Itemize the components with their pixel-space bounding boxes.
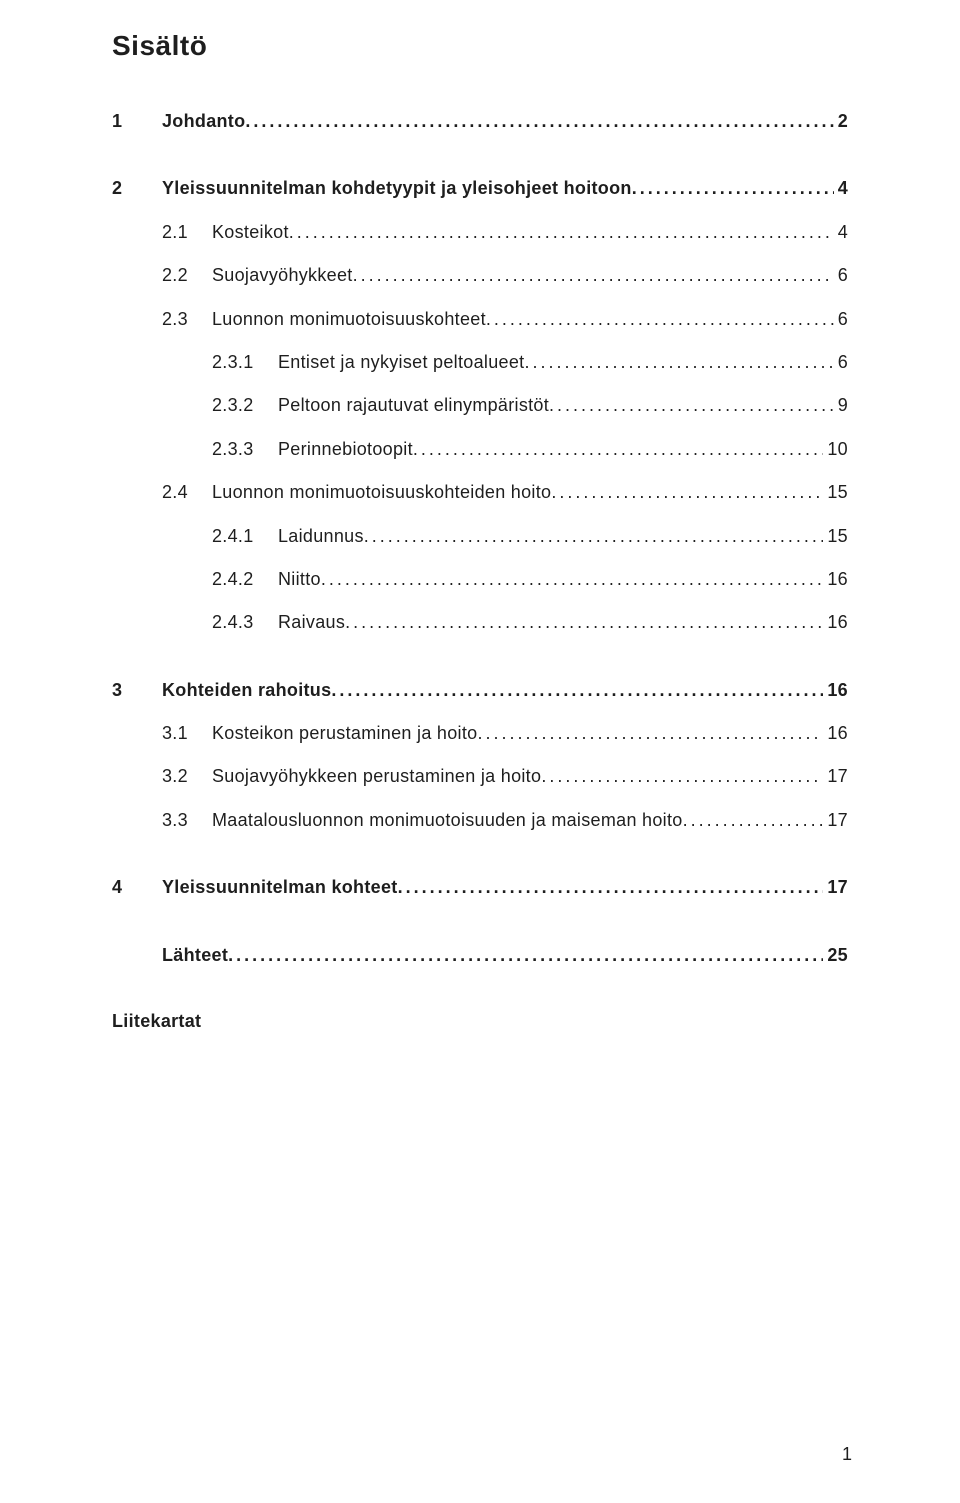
toc-entry-number: 3.2 <box>162 765 212 788</box>
toc-entry-number: 2.3.1 <box>212 351 278 374</box>
toc-entry-page: 6 <box>834 308 848 331</box>
toc-entry-label: Luonnon monimuotoisuuskohteet <box>212 308 486 331</box>
toc-entry-label: Laidunnus <box>278 525 364 548</box>
toc-entry-label: Maatalousluonnon monimuotoisuuden ja mai… <box>212 809 683 832</box>
toc-title: Sisältö <box>112 30 848 62</box>
toc-entry-page: 15 <box>823 481 848 504</box>
page: Sisältö 1Johdanto22Yleissuunnitelman koh… <box>0 0 960 1503</box>
toc-row: 2.3.1Entiset ja nykyiset peltoalueet 6 <box>212 351 848 374</box>
toc-container: 1Johdanto22Yleissuunnitelman kohdetyypit… <box>112 110 848 1032</box>
toc-entry-number: 2.1 <box>162 221 212 244</box>
toc-entry-number: 2.2 <box>162 264 212 287</box>
toc-entry-number: 2.3.2 <box>212 394 278 417</box>
toc-entry-page: 16 <box>823 568 848 591</box>
toc-entry-number: 2.4.2 <box>212 568 278 591</box>
toc-leader <box>541 765 823 788</box>
toc-leader <box>331 679 823 702</box>
toc-entry-label: Suojavyöhykkeen perustaminen ja hoito <box>212 765 541 788</box>
toc-leader <box>549 394 834 417</box>
toc-leader <box>477 722 823 745</box>
toc-row: 2.4.1Laidunnus 15 <box>212 525 848 548</box>
toc-leader <box>398 876 824 899</box>
toc-entry-page: 2 <box>834 110 848 133</box>
toc-entry-page: 16 <box>823 722 848 745</box>
toc-leader <box>245 110 833 133</box>
toc-entry-number: 4 <box>112 876 162 899</box>
toc-leader <box>289 221 834 244</box>
toc-row: 2Yleissuunnitelman kohdetyypit ja yleiso… <box>112 177 848 200</box>
toc-entry-page: 16 <box>823 679 848 702</box>
toc-entry-label: Johdanto <box>162 110 245 133</box>
toc-leader <box>486 308 834 331</box>
toc-entry-page: 16 <box>823 611 848 634</box>
toc-entry-number: 2.4.1 <box>212 525 278 548</box>
toc-row: 4Yleissuunnitelman kohteet 17 <box>112 876 848 899</box>
toc-entry-number: 2.4 <box>162 481 212 504</box>
toc-entry-page: 25 <box>823 944 848 967</box>
toc-entry-label: Kosteikot <box>212 221 289 244</box>
toc-row: 1Johdanto 2 <box>112 110 848 133</box>
toc-entry-label: Suojavyöhykkeet <box>212 264 353 287</box>
toc-entry-number: 2.3.3 <box>212 438 278 461</box>
toc-leader <box>551 481 823 504</box>
toc-entry-page: 6 <box>834 351 848 374</box>
toc-entry-number: 3 <box>112 679 162 702</box>
toc-entry-page: 9 <box>834 394 848 417</box>
toc-entry-page: 17 <box>823 809 848 832</box>
toc-row: Lähteet 25 <box>112 944 848 967</box>
toc-entry-label: Kosteikon perustaminen ja hoito <box>212 722 477 745</box>
toc-leader <box>524 351 833 374</box>
toc-entry-label: Yleissuunnitelman kohdetyypit ja yleisoh… <box>162 177 632 200</box>
toc-leader <box>364 525 824 548</box>
toc-leader <box>632 177 834 200</box>
toc-row: 2.4Luonnon monimuotoisuuskohteiden hoito… <box>162 481 848 504</box>
toc-row: 2.4.3Raivaus 16 <box>212 611 848 634</box>
toc-entry-label: Raivaus <box>278 611 345 634</box>
toc-row: 2.3.2Peltoon rajautuvat elinympäristöt 9 <box>212 394 848 417</box>
toc-entry-label: Yleissuunnitelman kohteet <box>162 876 398 899</box>
toc-leader <box>353 264 834 287</box>
toc-entry-page: 4 <box>834 177 848 200</box>
toc-entry-label: Kohteiden rahoitus <box>162 679 331 702</box>
toc-entry-label: Lähteet <box>162 944 228 967</box>
toc-entry-label: Peltoon rajautuvat elinympäristöt <box>278 394 549 417</box>
toc-entry-page: 4 <box>834 221 848 244</box>
toc-entry-label: Entiset ja nykyiset peltoalueet <box>278 351 524 374</box>
toc-entry-page: 17 <box>823 876 848 899</box>
toc-leader <box>413 438 823 461</box>
toc-entry-label: Perinnebiotoopit <box>278 438 413 461</box>
toc-entry-page: 17 <box>823 765 848 788</box>
toc-attachments: Liitekartat <box>112 1011 848 1032</box>
toc-entry-label: Luonnon monimuotoisuuskohteiden hoito <box>212 481 551 504</box>
toc-entry-label: Niitto <box>278 568 321 591</box>
toc-row: 3.2Suojavyöhykkeen perustaminen ja hoito… <box>162 765 848 788</box>
toc-row: 3.3Maatalousluonnon monimuotoisuuden ja … <box>162 809 848 832</box>
page-number: 1 <box>842 1444 852 1465</box>
toc-entry-page: 6 <box>834 264 848 287</box>
toc-row: 2.1Kosteikot 4 <box>162 221 848 244</box>
toc-row: 2.3.3Perinnebiotoopit 10 <box>212 438 848 461</box>
toc-leader <box>321 568 824 591</box>
toc-entry-number: 2.3 <box>162 308 212 331</box>
toc-row: 2.4.2Niitto 16 <box>212 568 848 591</box>
toc-row: 3Kohteiden rahoitus 16 <box>112 679 848 702</box>
toc-row: 3.1Kosteikon perustaminen ja hoito 16 <box>162 722 848 745</box>
toc-entry-number: 2.4.3 <box>212 611 278 634</box>
toc-entry-number: 2 <box>112 177 162 200</box>
toc-leader <box>228 944 823 967</box>
toc-leader <box>683 809 824 832</box>
toc-entry-number: 3.3 <box>162 809 212 832</box>
toc-row: 2.3Luonnon monimuotoisuuskohteet 6 <box>162 308 848 331</box>
toc-entry-page: 15 <box>823 525 848 548</box>
toc-entry-page: 10 <box>823 438 848 461</box>
toc-entry-number: 1 <box>112 110 162 133</box>
toc-leader <box>345 611 823 634</box>
toc-entry-number: 3.1 <box>162 722 212 745</box>
toc-row: 2.2Suojavyöhykkeet 6 <box>162 264 848 287</box>
